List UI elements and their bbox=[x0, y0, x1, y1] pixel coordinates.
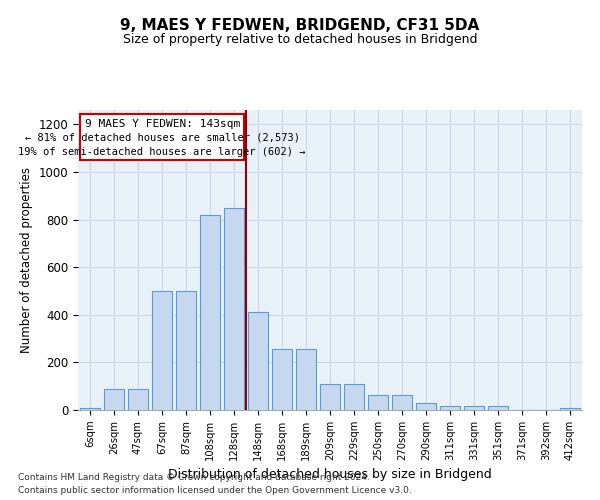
Bar bbox=[440, 406, 460, 410]
Bar bbox=[272, 350, 292, 410]
Text: ← 81% of detached houses are smaller (2,573): ← 81% of detached houses are smaller (2,… bbox=[25, 132, 300, 142]
FancyBboxPatch shape bbox=[80, 114, 244, 160]
Bar bbox=[320, 384, 340, 410]
Y-axis label: Number of detached properties: Number of detached properties bbox=[20, 167, 33, 353]
Bar bbox=[296, 350, 316, 410]
Bar bbox=[488, 406, 508, 410]
Text: Contains public sector information licensed under the Open Government Licence v3: Contains public sector information licen… bbox=[18, 486, 412, 495]
Text: 9, MAES Y FEDWEN, BRIDGEND, CF31 5DA: 9, MAES Y FEDWEN, BRIDGEND, CF31 5DA bbox=[121, 18, 479, 32]
Bar bbox=[416, 403, 436, 410]
Bar bbox=[224, 208, 244, 410]
X-axis label: Distribution of detached houses by size in Bridgend: Distribution of detached houses by size … bbox=[168, 468, 492, 481]
Bar bbox=[392, 394, 412, 410]
Text: Contains HM Land Registry data © Crown copyright and database right 2024.: Contains HM Land Registry data © Crown c… bbox=[18, 474, 370, 482]
Bar bbox=[464, 406, 484, 410]
Bar bbox=[368, 394, 388, 410]
Bar bbox=[344, 384, 364, 410]
Bar bbox=[104, 388, 124, 410]
Bar bbox=[176, 291, 196, 410]
Bar bbox=[80, 408, 100, 410]
Text: 9 MAES Y FEDWEN: 143sqm: 9 MAES Y FEDWEN: 143sqm bbox=[85, 119, 240, 129]
Bar bbox=[128, 388, 148, 410]
Bar bbox=[560, 408, 580, 410]
Bar bbox=[248, 312, 268, 410]
Bar bbox=[152, 291, 172, 410]
Bar bbox=[200, 215, 220, 410]
Text: Size of property relative to detached houses in Bridgend: Size of property relative to detached ho… bbox=[123, 32, 477, 46]
Text: 19% of semi-detached houses are larger (602) →: 19% of semi-detached houses are larger (… bbox=[19, 146, 306, 156]
